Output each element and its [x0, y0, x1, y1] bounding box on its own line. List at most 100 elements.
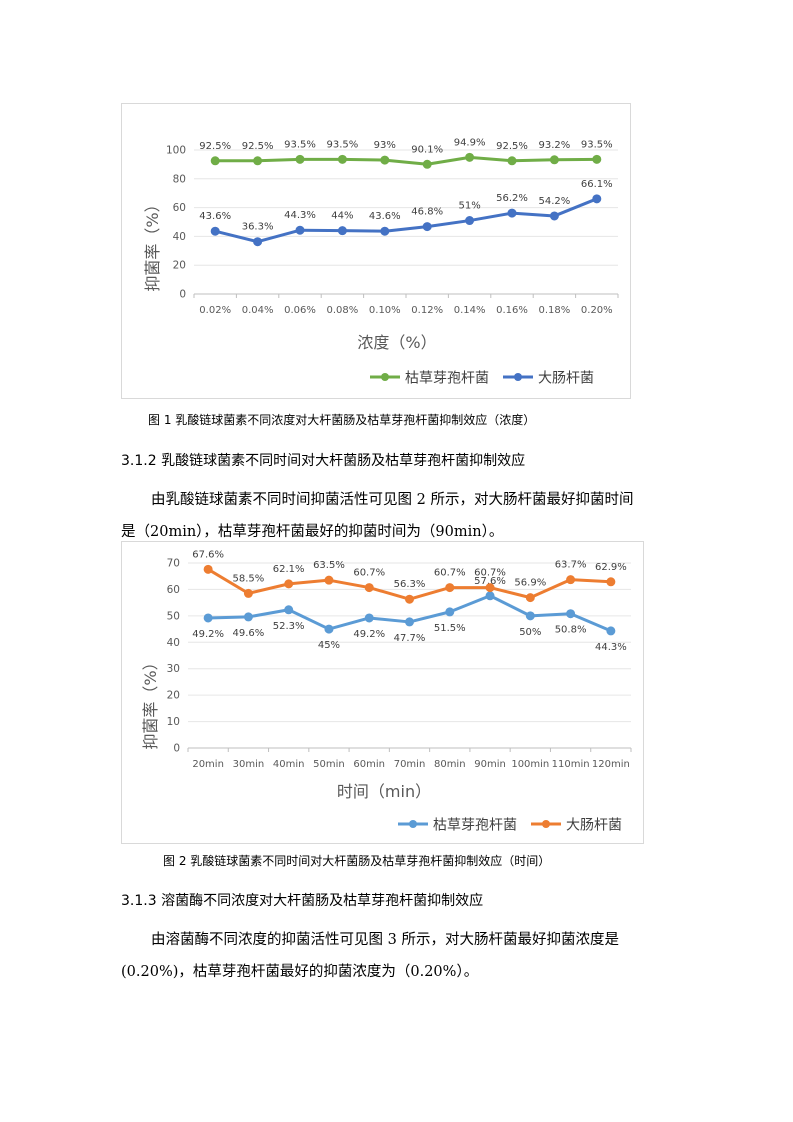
data-label: 44%	[331, 211, 353, 222]
data-label: 63.7%	[555, 560, 587, 571]
data-label: 57.6%	[474, 576, 506, 587]
y-tick-label: 60	[173, 202, 186, 214]
data-label: 62.1%	[273, 564, 305, 575]
data-point	[337, 226, 347, 236]
x-tick-label: 70min	[394, 759, 426, 770]
data-label: 49.6%	[233, 628, 265, 639]
x-tick-label: 0.06%	[284, 305, 316, 316]
data-point	[324, 575, 334, 585]
paragraph-3-1-2: 由乳酸链球菌素不同时间抑菌活性可见图 2 所示，对大肠杆菌最好抑菌时间 是（20…	[121, 484, 681, 548]
data-label: 51.5%	[434, 623, 466, 634]
data-point	[422, 159, 432, 169]
data-point	[566, 575, 576, 585]
legend-swatch-marker	[409, 820, 417, 828]
data-point	[253, 156, 263, 166]
data-label: 92.5%	[199, 141, 231, 152]
x-tick-label: 110min	[552, 759, 590, 770]
paragraph-line: (0.20%)，枯草芽孢杆菌最好的抑菌浓度为（0.20%）。	[121, 964, 479, 980]
data-point	[549, 211, 559, 221]
data-label: 49.2%	[353, 629, 385, 640]
data-label: 45%	[318, 640, 340, 651]
y-tick-label: 70	[167, 558, 180, 570]
data-point	[549, 155, 559, 165]
y-tick-label: 100	[166, 145, 186, 157]
x-axis-title: 时间（min）	[337, 782, 431, 801]
data-point	[485, 583, 495, 593]
y-tick-label: 50	[167, 610, 180, 622]
data-label: 49.2%	[192, 629, 224, 640]
y-tick-label: 80	[173, 173, 186, 185]
section-heading-3-1-3: 3.1.3 溶菌酶不同浓度对大杆菌肠及枯草芽孢杆菌抑制效应	[121, 893, 484, 909]
data-label: 36.3%	[242, 222, 274, 233]
x-tick-label: 120min	[592, 759, 630, 770]
chart-time: 0 10 20 30 40 50 60 70 20min 30min 40min 50min 60min…	[121, 541, 644, 844]
data-label: 67.6%	[192, 549, 224, 560]
x-tick-label: 0.02%	[199, 305, 231, 316]
data-point	[380, 226, 390, 236]
data-point	[284, 579, 294, 589]
y-tick-label: 40	[173, 231, 186, 243]
data-label: 93.2%	[539, 140, 571, 151]
data-point	[592, 194, 602, 204]
data-label: 56.9%	[514, 578, 546, 589]
data-point	[507, 208, 517, 218]
y-tick-label: 30	[167, 663, 180, 675]
paragraph-3-1-3: 由溶菌酶不同浓度的抑菌活性可见图 3 所示，对大肠杆菌最好抑菌浓度是 (0.20…	[121, 924, 681, 988]
figure-caption-1: 图 1 乳酸链球菌素不同浓度对大杆菌肠及枯草芽孢杆菌抑制效应（浓度）	[148, 413, 536, 427]
x-tick-label: 50min	[313, 759, 345, 770]
data-label: 46.8%	[411, 207, 443, 218]
data-point	[592, 154, 602, 164]
data-label: 52.3%	[273, 621, 305, 632]
y-axis-title: 抑菌率（%）	[143, 196, 162, 291]
x-tick-label: 100min	[511, 759, 549, 770]
legend-swatch-marker	[381, 373, 389, 381]
data-point	[243, 588, 253, 598]
y-tick-label: 20	[173, 260, 186, 272]
y-tick-label: 20	[167, 690, 180, 702]
data-label: 44.3%	[595, 642, 627, 653]
data-label: 94.9%	[454, 137, 486, 148]
series-line	[213, 197, 599, 244]
data-label: 54.2%	[539, 196, 571, 207]
data-point	[203, 613, 213, 623]
x-tick-label: 0.16%	[496, 305, 528, 316]
data-point	[337, 154, 347, 164]
x-tick-label: 30min	[233, 759, 265, 770]
paragraph-line: 由乳酸链球菌素不同时间抑菌活性可见图 2 所示，对大肠杆菌最好抑菌时间	[151, 492, 634, 508]
data-label: 63.5%	[313, 560, 345, 571]
figure-caption-2: 图 2 乳酸链球菌素不同时间对大杆菌肠及枯草芽孢杆菌抑制效应（时间）	[163, 854, 551, 868]
y-tick-label: 40	[167, 637, 180, 649]
data-label: 43.6%	[199, 211, 231, 222]
data-point	[606, 626, 616, 636]
data-label: 93.5%	[581, 139, 613, 150]
data-label: 90.1%	[411, 144, 443, 155]
data-point	[445, 607, 455, 617]
data-label: 58.5%	[233, 573, 265, 584]
data-label: 92.5%	[242, 141, 274, 152]
chart-concentration: 0 20 40 60 80 100 0.02% 0.04% 0.06% 0.08% 0.10% 0.1…	[121, 103, 631, 399]
x-tick-label: 80min	[434, 759, 466, 770]
data-point	[210, 226, 220, 236]
data-label: 62.9%	[595, 562, 627, 573]
data-label: 60.7%	[353, 568, 385, 579]
data-point	[405, 594, 414, 604]
data-point	[405, 617, 414, 627]
data-label: 56.3%	[394, 579, 426, 590]
data-point	[253, 237, 263, 247]
y-tick-label: 10	[167, 716, 180, 728]
data-label: 60.7%	[474, 568, 506, 579]
x-tick-label: 60min	[353, 759, 385, 770]
data-point	[606, 577, 616, 587]
data-point	[364, 613, 374, 623]
data-point	[295, 154, 305, 164]
x-tick-label: 0.14%	[454, 305, 486, 316]
x-tick-label: 0.12%	[411, 305, 443, 316]
data-point	[243, 612, 253, 622]
x-tick-label: 0.18%	[539, 305, 571, 316]
data-point	[485, 591, 495, 601]
data-point	[422, 222, 432, 232]
data-point	[364, 583, 374, 593]
x-axis-title: 浓度（%）	[357, 333, 436, 352]
y-tick-label: 60	[167, 584, 180, 596]
x-tick-label: 0.20%	[581, 305, 613, 316]
